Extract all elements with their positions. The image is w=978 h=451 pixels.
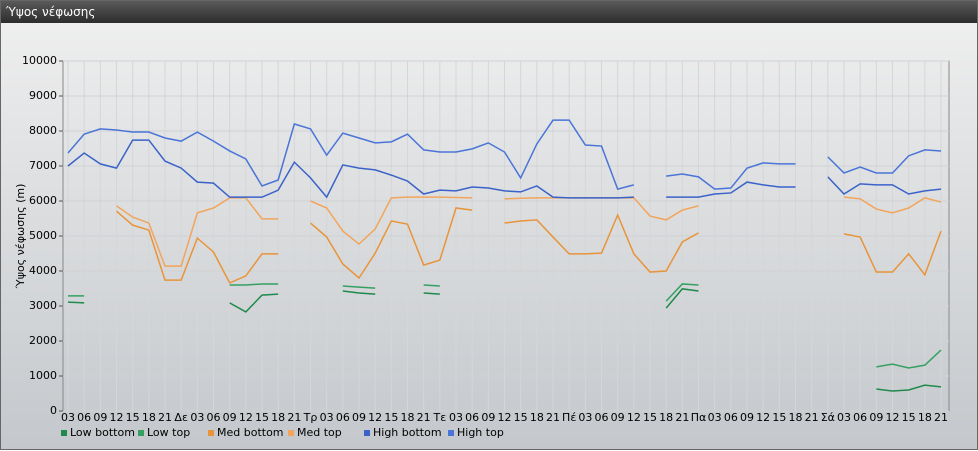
x-tick-label: Τρ: [303, 411, 318, 424]
x-tick-label: 09: [611, 411, 625, 424]
x-tick-label: 21: [546, 411, 560, 424]
x-tick-label: 15: [514, 411, 528, 424]
x-tick-label: 18: [530, 411, 544, 424]
x-tick-label: 03: [449, 411, 463, 424]
x-tick-label: 15: [126, 411, 140, 424]
x-tick-label: 03: [708, 411, 722, 424]
legend-label: Low bottom: [70, 426, 135, 439]
x-tick-label: 21: [805, 411, 819, 424]
series-line: [67, 288, 942, 392]
x-tick-label: 06: [336, 411, 350, 424]
legend-swatch: [288, 430, 294, 436]
legend-label: High top: [457, 426, 504, 439]
legend-label: High bottom: [373, 426, 442, 439]
x-tick-label: 15: [643, 411, 657, 424]
x-tick-label: 18: [142, 411, 156, 424]
x-tick-label: 09: [223, 411, 237, 424]
x-tick-label: 06: [77, 411, 91, 424]
x-tick-label: 18: [271, 411, 285, 424]
y-tick-label: 2000: [29, 334, 57, 347]
x-tick-label: Τε: [432, 411, 446, 424]
legend-label: Med top: [297, 426, 342, 439]
x-tick-label: 09: [481, 411, 495, 424]
x-tick-label: 21: [417, 411, 431, 424]
x-tick-label: 03: [190, 411, 204, 424]
legend-label: Med bottom: [217, 426, 284, 439]
y-tick-label: 1000: [29, 369, 57, 382]
x-tick-label: 03: [320, 411, 334, 424]
x-tick-label: 03: [61, 411, 75, 424]
x-tick-label: Πα: [691, 411, 707, 424]
x-tick-label: 18: [401, 411, 415, 424]
y-axis-label: Ύψος νέφωσης (m): [14, 184, 27, 290]
x-tick-label: 18: [659, 411, 673, 424]
x-tick-label: 06: [853, 411, 867, 424]
legend-label: Low top: [147, 426, 190, 439]
x-tick-label: 12: [886, 411, 900, 424]
x-tick-label: 06: [724, 411, 738, 424]
y-tick-label: 6000: [29, 194, 57, 207]
x-tick-label: 06: [207, 411, 221, 424]
x-tick-label: 21: [934, 411, 948, 424]
x-tick-label: Πέ: [562, 411, 576, 424]
x-tick-label: 03: [837, 411, 851, 424]
x-tick-label: 09: [869, 411, 883, 424]
y-tick-label: 5000: [29, 229, 57, 242]
x-tick-label: 15: [902, 411, 916, 424]
y-tick-label: 3000: [29, 299, 57, 312]
x-tick-label: 09: [93, 411, 107, 424]
x-tick-label: 15: [255, 411, 269, 424]
legend-swatch: [448, 430, 454, 436]
x-tick-label: 12: [627, 411, 641, 424]
x-tick-label: 12: [239, 411, 253, 424]
x-tick-label: 12: [756, 411, 770, 424]
x-tick-label: 18: [918, 411, 932, 424]
series-line: [67, 119, 942, 190]
x-tick-label: 21: [287, 411, 301, 424]
legend-swatch: [61, 430, 67, 436]
legend-swatch: [138, 430, 144, 436]
x-tick-label: 06: [465, 411, 479, 424]
x-tick-label: 12: [110, 411, 124, 424]
series-line: [67, 139, 942, 199]
x-tick-label: Σά: [821, 411, 835, 424]
title-bar: Ύψος νέφωσης: [1, 1, 977, 23]
x-tick-label: 03: [578, 411, 592, 424]
legend-swatch: [364, 430, 370, 436]
x-tick-label: Δε: [174, 411, 188, 424]
x-tick-label: 15: [772, 411, 786, 424]
y-tick-label: 0: [50, 404, 57, 417]
x-tick-label: 18: [789, 411, 803, 424]
x-tick-label: 09: [740, 411, 754, 424]
x-tick-label: 06: [595, 411, 609, 424]
x-tick-label: 15: [384, 411, 398, 424]
y-tick-label: 4000: [29, 264, 57, 277]
y-tick-label: 7000: [29, 159, 57, 172]
x-tick-label: 21: [675, 411, 689, 424]
series-line: [116, 207, 942, 284]
y-tick-label: 10000: [22, 54, 57, 67]
x-tick-label: 12: [498, 411, 512, 424]
legend-swatch: [208, 430, 214, 436]
x-tick-label: 12: [368, 411, 382, 424]
y-tick-label: 9000: [29, 89, 57, 102]
series-line: [68, 283, 942, 369]
x-tick-label: 09: [352, 411, 366, 424]
x-tick-label: 21: [158, 411, 172, 424]
y-tick-label: 8000: [29, 124, 57, 137]
series-line: [116, 196, 942, 267]
